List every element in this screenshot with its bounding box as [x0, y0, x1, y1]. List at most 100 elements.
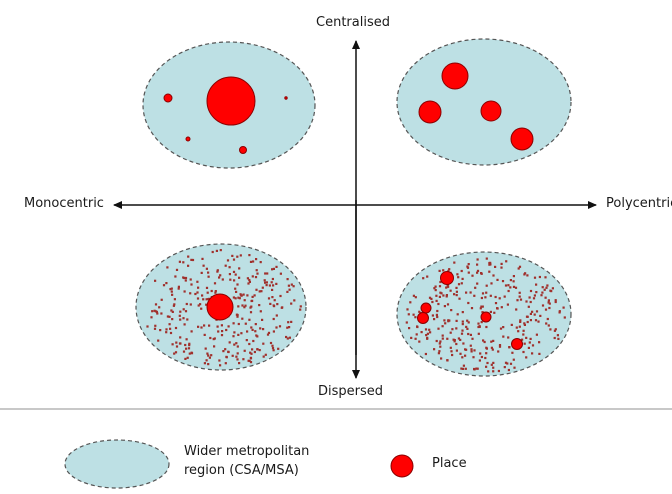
scatter-dot	[494, 302, 498, 305]
scatter-dot	[528, 341, 531, 344]
scatter-dot	[258, 290, 261, 293]
scatter-dot	[489, 294, 492, 297]
scatter-dot	[407, 313, 410, 316]
scatter-dot	[461, 323, 464, 326]
scatter-dot	[557, 337, 560, 340]
scatter-dot	[280, 306, 283, 309]
scatter-dot	[268, 284, 271, 287]
scatter-dot	[228, 266, 231, 269]
scatter-dot	[200, 307, 203, 310]
scatter-dot	[500, 262, 503, 265]
scatter-dot	[476, 282, 479, 285]
scatter-dot	[190, 351, 193, 354]
scatter-dot	[285, 335, 288, 339]
legend-place-symbol	[390, 454, 414, 478]
scatter-dot	[465, 291, 468, 294]
scatter-dot	[234, 273, 237, 276]
scatter-dot	[254, 276, 258, 279]
scatter-dot	[433, 287, 436, 290]
scatter-dot	[224, 362, 227, 365]
scatter-dot	[214, 291, 217, 294]
scatter-dot	[184, 279, 187, 282]
scatter-dot	[286, 278, 289, 281]
scatter-dot	[438, 350, 441, 353]
scatter-dot	[172, 304, 175, 307]
scatter-dot	[474, 286, 477, 289]
scatter-dot	[522, 333, 525, 336]
scatter-dot	[414, 316, 417, 319]
scatter-dot	[154, 310, 157, 313]
scatter-dot	[177, 285, 180, 288]
scatter-dot	[189, 292, 192, 295]
scatter-dot	[512, 275, 515, 278]
scatter-dot	[408, 327, 411, 330]
scatter-dot	[173, 352, 176, 355]
scatter-dot	[473, 367, 476, 371]
scatter-dot	[448, 268, 451, 271]
scatter-dot	[286, 326, 289, 329]
scatter-dot	[168, 323, 171, 326]
scatter-dot	[228, 273, 231, 276]
scatter-dot	[190, 330, 193, 333]
legend-region-label: Wider metropolitan region (CSA/MSA)	[184, 442, 309, 480]
scatter-dot	[540, 294, 543, 297]
scatter-dot	[236, 283, 239, 286]
scatter-dot	[521, 338, 524, 341]
scatter-dot	[197, 286, 200, 289]
scatter-dot	[275, 326, 278, 329]
scatter-dot	[461, 356, 464, 359]
scatter-dot	[178, 260, 181, 263]
places-polycentric-dispersed	[417, 271, 523, 350]
scatter-dot	[227, 350, 230, 354]
scatter-dot	[470, 307, 474, 310]
scatter-dot	[485, 257, 488, 260]
scatter-dot	[554, 299, 557, 302]
place-minor	[163, 93, 173, 103]
scatter-dot	[271, 344, 274, 347]
scatter-dot	[236, 315, 239, 318]
scatter-dot	[455, 290, 458, 293]
scatter-dot	[196, 280, 199, 283]
scatter-dot	[213, 345, 216, 348]
scatter-dot	[507, 368, 510, 372]
scatter-dot	[529, 319, 532, 322]
scatter-dot	[186, 356, 189, 359]
scatter-dot	[480, 296, 483, 300]
scatter-dot	[208, 356, 211, 359]
scatter-dot	[527, 305, 530, 308]
scatter-dot	[244, 304, 247, 307]
scatter-dot	[485, 284, 488, 287]
scatter-dot	[251, 328, 254, 331]
scatter-dot	[457, 337, 460, 340]
scatter-dot	[237, 296, 240, 299]
scatter-dot	[242, 293, 245, 296]
scatter-dot	[460, 282, 463, 285]
scatter-dot	[470, 350, 473, 353]
scatter-dot	[538, 352, 541, 355]
scatter-dot	[259, 261, 262, 264]
scatter-dot	[414, 296, 417, 299]
scatter-dot	[229, 278, 232, 281]
scatter-dot	[197, 325, 200, 328]
scatter-dot	[497, 350, 500, 353]
scatter-dot	[290, 283, 293, 286]
scatter-dot	[205, 359, 208, 362]
scatter-dot	[219, 364, 222, 367]
scatter-dot	[480, 355, 483, 359]
scatter-dot	[216, 270, 219, 273]
scatter-dot	[250, 326, 253, 329]
scatter-dot	[510, 323, 513, 326]
scatter-dot	[537, 320, 540, 323]
scatter-dot	[533, 276, 537, 279]
scatter-dot	[464, 354, 467, 357]
scatter-dot	[461, 329, 464, 332]
scatter-dot	[269, 302, 272, 305]
scatter-dot	[487, 370, 490, 373]
scatter-dot	[185, 338, 188, 341]
scatter-dot	[171, 293, 174, 296]
scatter-dot	[503, 295, 506, 298]
scatter-dot	[236, 352, 239, 355]
scatter-dot	[558, 311, 561, 314]
scatter-dot	[231, 254, 234, 257]
scatter-dot	[485, 365, 488, 368]
